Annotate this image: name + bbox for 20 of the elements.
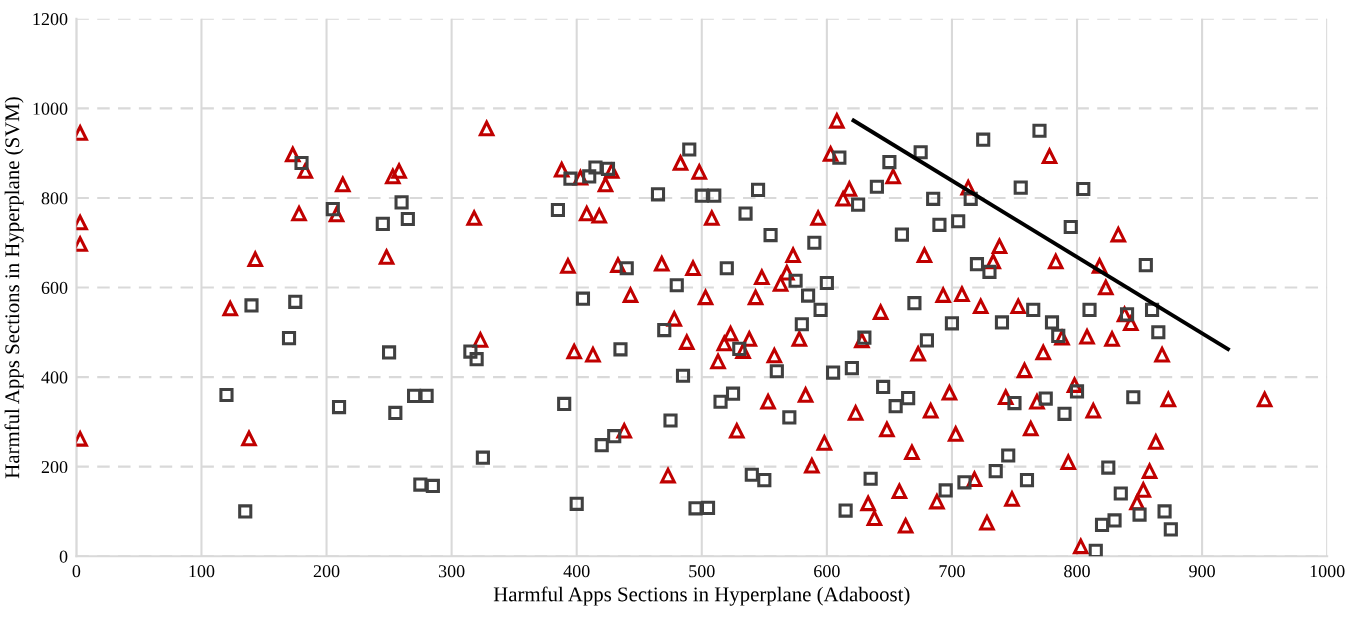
x-tick-label: 700: [939, 565, 965, 578]
y-tick-label: 600: [41, 281, 68, 294]
x-tick-label: 400: [563, 565, 590, 578]
x-tick-label: 1000: [1310, 565, 1345, 578]
y-tick-label: 1000: [33, 102, 68, 115]
x-axis-title: Harmful Apps Sections in Hyperplane (Adaboost): [493, 586, 910, 606]
y-tick-label: 0: [59, 550, 68, 563]
y-tick-label: 200: [41, 460, 68, 474]
x-tick-label: 500: [689, 565, 715, 578]
y-tick-label: 800: [41, 192, 68, 205]
x-tick-label: 800: [1064, 565, 1090, 578]
x-tick-label: 900: [1189, 565, 1215, 578]
x-tick-label: 100: [189, 565, 215, 578]
x-tick-label: 0: [72, 565, 81, 578]
y-tick-label: 400: [41, 371, 68, 384]
y-axis-title: Harmful Apps Sections in Hyperplane (SVM): [4, 97, 24, 479]
x-tick-label: 300: [438, 565, 465, 578]
x-tick-label: 200: [313, 565, 340, 578]
x-tick-label: 600: [814, 565, 840, 578]
y-tick-label: 1200: [33, 13, 68, 26]
